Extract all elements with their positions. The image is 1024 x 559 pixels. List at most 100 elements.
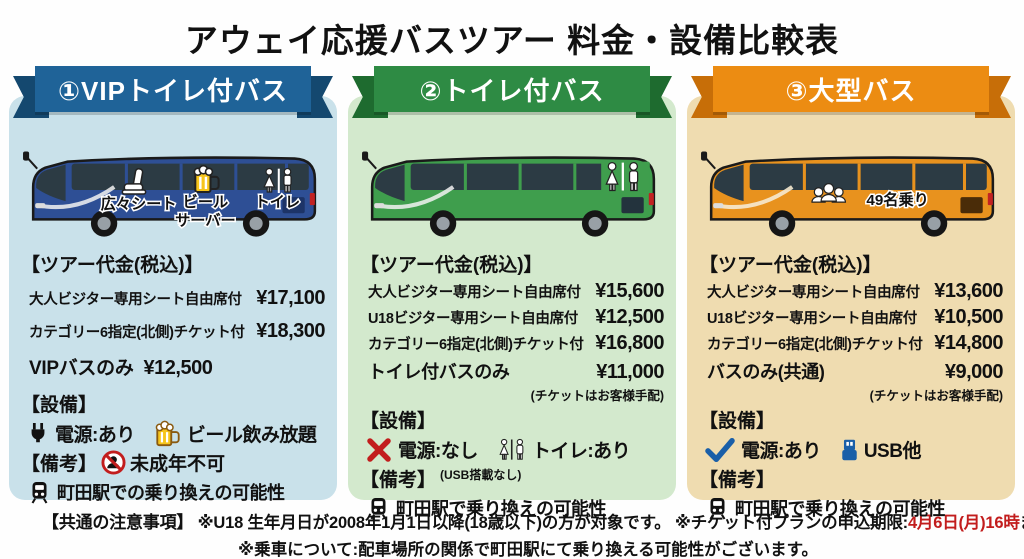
price-value: ¥15,600: [595, 280, 664, 302]
price-value: ¥11,000: [596, 361, 664, 383]
price-value: ¥18,300: [256, 320, 325, 342]
remarks-heading: 【備考】: [21, 454, 98, 475]
price-label: U18ビジター専用シート自由席付: [368, 311, 579, 327]
usb-icon: [842, 439, 857, 460]
price-row: カテゴリー6指定(北側)チケット付 ¥14,800: [699, 332, 1003, 355]
equipment-row: 電源:あり USB他: [699, 436, 1003, 463]
equip-heading: 【設備】: [360, 411, 437, 432]
price-row: 大人ビジター専用シート自由席付 ¥15,600: [360, 280, 664, 303]
price-value: ¥12,500: [143, 357, 213, 379]
comparison-columns: ①VIPトイレ付バス: [0, 62, 1024, 520]
passengers-icon: [811, 182, 847, 203]
price-label: U18ビジター専用シート自由席付: [707, 311, 918, 327]
transfer-row: 町田駅で乗り換えの可能性: [699, 495, 1003, 521]
column-large-bus: ③大型バス 49名乗り: [687, 62, 1015, 520]
bus-label-capacity: 49名乗り: [866, 191, 928, 209]
ribbon-banner: ②トイレ付バス: [348, 62, 676, 132]
panel-toilet: 【ツアー代金(税込)】 大人ビジター専用シート自由席付 ¥15,600 U18ビ…: [348, 96, 676, 520]
price-value: ¥14,800: [934, 332, 1003, 354]
train-icon: [31, 481, 48, 504]
transfer-row: 町田駅で乗り換えの可能性: [360, 495, 664, 521]
equip-heading: 【設備】: [699, 411, 776, 432]
equipment-text: ビール飲み放題: [186, 425, 317, 446]
column-header-large: ③大型バス: [713, 66, 989, 112]
remarks-row: 【備考】 (USB搭載なし): [360, 465, 664, 492]
equipment-text: 電源:あり: [741, 441, 821, 462]
price-heading: 【ツアー代金(税込)】: [21, 255, 204, 276]
price-label: 大人ビジター専用シート自由席付: [707, 285, 920, 301]
note-text: まで: [1020, 514, 1024, 532]
price-value: ¥13,600: [934, 280, 1003, 302]
price-row: 大人ビジター専用シート自由席付 ¥13,600: [699, 280, 1003, 303]
no-minors-icon: [101, 450, 126, 475]
column-header-toilet: ②トイレ付バス: [374, 66, 650, 112]
panel-vip: 広々シート ビール サーバー トイレ 【ツアー代金(税込)】 大人ビジター専用シ…: [9, 96, 337, 504]
note-text: ※U18 生年月日が2008年1月1日以降(18歳以下)の方が対象です。 ※チケ…: [193, 514, 909, 532]
check-icon: [705, 437, 735, 462]
price-row: U18ビジター専用シート自由席付 ¥10,500: [699, 306, 1003, 329]
deadline-highlight: 4月6日(月)16時: [907, 514, 1020, 532]
beer-icon: [193, 164, 220, 194]
common-note-line-2: ※乗車について:配車場所の関係で町田駅にて乗り換える可能性がございます。: [238, 541, 818, 559]
price-label: バスのみ(共通): [707, 362, 825, 382]
common-note-label: 【共通の注意事項】: [42, 513, 194, 532]
price-value: ¥12,500: [595, 306, 664, 328]
equipment-text: 電源:なし: [398, 441, 478, 462]
equipment-row: 電源:あり ビール飲み放題: [21, 420, 325, 447]
equipment-text: トイレ:あり: [531, 441, 631, 462]
transfer-note: 町田駅で乗り換えの可能性: [735, 499, 946, 519]
ticket-note: (チケットはお客様手配): [530, 389, 664, 403]
column-vip-bus: ①VIPトイレ付バス: [9, 62, 337, 504]
price-row: カテゴリー6指定(北側)チケット付 ¥16,800: [360, 332, 664, 355]
restroom-icon: [499, 438, 524, 460]
price-label: VIPバスのみ: [29, 358, 134, 379]
ticket-note: (チケットはお客様手配): [869, 389, 1003, 403]
page-title: アウェイ応援バスツアー 料金・設備比較表: [184, 22, 840, 59]
column-header-vip: ①VIPトイレ付バス: [35, 66, 311, 112]
price-label: 大人ビジター専用シート自由席付: [368, 285, 581, 301]
price-value: ¥10,500: [934, 306, 1003, 328]
price-label: カテゴリー6指定(北側)チケット付: [707, 337, 923, 353]
equip-heading: 【設備】: [21, 395, 98, 416]
price-value: ¥9,000: [944, 361, 1004, 383]
transfer-row: 町田駅での乗り換えの可能性: [21, 479, 325, 505]
price-value: ¥17,100: [256, 287, 325, 309]
price-label: トイレ付バスのみ: [368, 362, 510, 382]
price-label: カテゴリー6指定(北側)チケット付: [368, 337, 584, 353]
remarks-heading: 【備考】: [699, 470, 776, 491]
price-label: カテゴリー6指定(北側)チケット付: [29, 325, 245, 341]
cross-icon: [367, 437, 391, 462]
bus-label-seat: 広々シート: [101, 195, 177, 213]
bus-illustration-toilet: [362, 151, 656, 237]
bus-illustration-large: 49名乗り: [701, 151, 995, 237]
seat-icon: [121, 168, 147, 195]
column-toilet-bus: ②トイレ付バス: [348, 62, 676, 520]
price-row: バスのみ(共通) ¥9,000: [699, 358, 1004, 384]
bus-label-beer-1: ビール: [183, 194, 229, 211]
remarks-heading: 【備考】: [360, 470, 437, 491]
ribbon-banner: ③大型バス: [687, 62, 1015, 132]
plug-icon: [31, 422, 45, 442]
bus-label-beer-2: サーバー: [175, 212, 236, 229]
remarks-text: 未成年不可: [130, 454, 226, 475]
price-label: 大人ビジター専用シート自由席付: [29, 292, 242, 308]
remarks-row: 【備考】: [699, 465, 1003, 492]
remarks-small-note: (USB搭載なし): [440, 468, 522, 482]
price-heading: 【ツアー代金(税込)】: [360, 255, 543, 276]
bus-illustration-vip: 広々シート ビール サーバー トイレ: [23, 151, 317, 237]
bus-label-toilet: トイレ: [255, 194, 301, 211]
remarks-row: 【備考】 未成年不可: [21, 449, 325, 476]
equipment-text: 電源:あり: [55, 425, 135, 446]
transfer-note: 町田駅での乗り換えの可能性: [57, 483, 285, 503]
restroom-icon: [605, 161, 639, 192]
equipment-row: 電源:なし トイレ:あり: [360, 436, 664, 463]
common-note-line-1: 【共通の注意事項】 ※U18 生年月日が2008年1月1日以降(18歳以下)の方…: [42, 508, 1024, 533]
equipment-text: USB他: [863, 441, 922, 462]
ribbon-banner: ①VIPトイレ付バス: [9, 62, 337, 132]
train-icon: [709, 497, 726, 520]
price-row: U18ビジター専用シート自由席付 ¥12,500: [360, 306, 664, 329]
beer-icon: [155, 420, 180, 447]
common-notes: 【共通の注意事項】 ※U18 生年月日が2008年1月1日以降(18歳以下)の方…: [0, 500, 1024, 559]
transfer-note: 町田駅で乗り換えの可能性: [396, 499, 607, 519]
price-row: トイレ付バスのみ ¥11,000: [360, 358, 664, 384]
